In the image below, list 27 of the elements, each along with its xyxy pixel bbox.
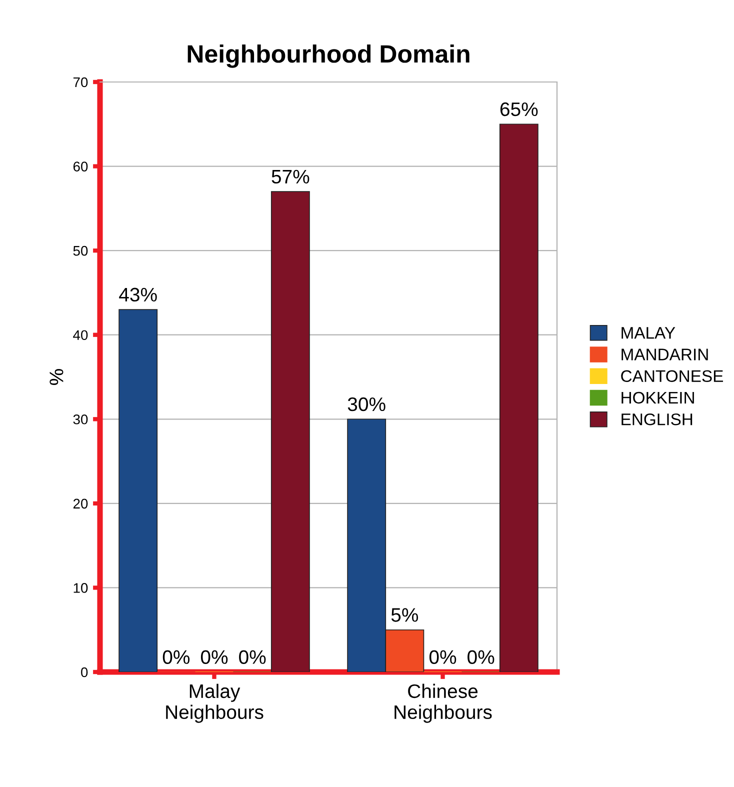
data-label: 0% <box>239 650 266 664</box>
legend-label: HOKKEIN <box>622 392 694 404</box>
legend-label: MANDARIN <box>622 348 708 360</box>
y-tick-label: 0 <box>81 667 88 678</box>
data-label: 43% <box>119 288 157 302</box>
y-tick-label: 60 <box>73 162 88 172</box>
x-tick-label: Chinese Neighbours <box>394 684 492 723</box>
data-label: 57% <box>272 170 310 184</box>
data-label: 30% <box>348 397 386 412</box>
y-tick-label: 50 <box>73 246 88 256</box>
y-tick-label: 70 <box>73 77 88 88</box>
x-tick-label: Malay Neighbours <box>166 684 264 723</box>
data-label: 0% <box>162 650 190 664</box>
y-tick-label: 10 <box>74 583 88 593</box>
legend-label: MALAY <box>622 327 676 339</box>
chart-title: Neighbourhood Domain <box>188 44 470 68</box>
y-tick-label: 20 <box>73 498 88 509</box>
data-label: 0% <box>429 650 456 664</box>
y-axis-title: % <box>50 369 64 385</box>
data-label: 0% <box>200 650 228 664</box>
data-label: 5% <box>391 608 418 622</box>
y-tick-label: 30 <box>73 414 88 424</box>
data-label: 65% <box>500 102 538 116</box>
data-label: 0% <box>468 650 494 664</box>
legend-label: ENGLISH <box>622 413 692 426</box>
legend-label: CANTONESE <box>621 370 723 382</box>
y-tick-label: 40 <box>73 330 88 340</box>
